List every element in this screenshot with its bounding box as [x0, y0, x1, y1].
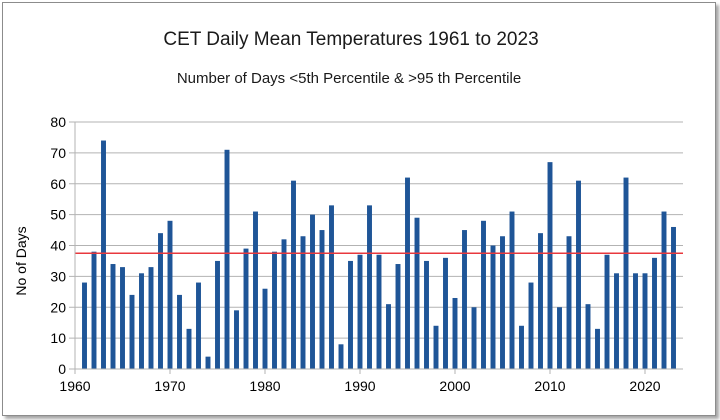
- bar-1976: [224, 149, 230, 369]
- y-tick-label-40: 40: [50, 238, 66, 254]
- bar-2023: [671, 226, 676, 369]
- bar-1968: [148, 267, 154, 369]
- bar-2017: [614, 273, 619, 369]
- bar-1989: [348, 260, 353, 369]
- x-tick-label-2000: 2000: [439, 378, 470, 394]
- bar-1985: [310, 214, 315, 369]
- chart: CET Daily Mean Temperatures 1961 to 2023…: [13, 29, 683, 394]
- bar-1974: [205, 356, 211, 369]
- y-tick-label-50: 50: [50, 207, 66, 223]
- axes: [74, 122, 683, 370]
- y-tick-label-70: 70: [50, 145, 66, 161]
- bar-2010: [547, 162, 553, 369]
- bar-1963: [101, 140, 106, 369]
- bar-1992: [376, 254, 382, 369]
- bar-2003: [481, 220, 486, 369]
- bar-1999: [443, 257, 448, 369]
- bar-1987: [329, 205, 334, 369]
- bar-1965: [120, 267, 125, 369]
- x-tick-label-1990: 1990: [344, 378, 375, 394]
- bar-2014: [585, 304, 591, 369]
- bar-2004: [490, 245, 496, 369]
- y-tick-label-60: 60: [50, 176, 66, 192]
- bar-2018: [623, 177, 629, 369]
- bar-2012: [566, 236, 572, 369]
- bar-1994: [395, 264, 401, 369]
- bar-1991: [367, 205, 372, 369]
- y-tick-label-80: 80: [50, 114, 66, 130]
- bar-1983: [291, 180, 296, 369]
- y-tick-label-20: 20: [50, 299, 66, 315]
- bar-2011: [557, 307, 562, 369]
- bar-1975: [215, 260, 220, 369]
- bar-1980: [262, 288, 268, 369]
- bar-2022: [661, 211, 667, 369]
- chart-frame: CET Daily Mean Temperatures 1961 to 2023…: [2, 2, 716, 416]
- x-tick-label-2020: 2020: [629, 378, 660, 394]
- bar-1966: [129, 294, 135, 369]
- bar-2021: [652, 257, 657, 369]
- bar-1982: [281, 239, 287, 369]
- bar-1970: [167, 220, 173, 369]
- bar-2016: [604, 254, 610, 369]
- bar-2009: [538, 233, 543, 369]
- x-tick-label-1980: 1980: [249, 378, 280, 394]
- y-tick-label-30: 30: [50, 268, 66, 284]
- bar-1972: [186, 328, 192, 369]
- bar-1973: [196, 282, 201, 369]
- bar-1979: [253, 211, 258, 369]
- bar-1988: [338, 344, 344, 369]
- bar-1964: [110, 264, 116, 369]
- bar-1961: [82, 282, 87, 369]
- bar-2015: [595, 328, 600, 369]
- bar-1978: [243, 248, 249, 369]
- chart-subtitle: Number of Days <5th Percentile & >95 th …: [177, 70, 521, 87]
- x-tick-label-1970: 1970: [154, 378, 185, 394]
- bar-2002: [471, 307, 477, 369]
- bar-1981: [272, 251, 277, 369]
- bar-1962: [91, 251, 97, 369]
- bar-2005: [500, 236, 505, 369]
- bar-1997: [424, 260, 429, 369]
- y-tick-labels: 0 10 20 30 40 50 60 70 80: [50, 114, 66, 377]
- x-tick-label-1960: 1960: [59, 378, 90, 394]
- bar-1977: [234, 310, 239, 369]
- bar-2007: [519, 325, 524, 369]
- bar-2008: [528, 282, 534, 369]
- x-tick-labels: 1960 1970 1980 1990 2000 2010 2020: [59, 378, 660, 394]
- bar-1990: [357, 254, 363, 369]
- bar-2001: [462, 230, 467, 369]
- bar-1986: [319, 230, 325, 369]
- bar-1971: [177, 294, 182, 369]
- bar-1993: [386, 304, 391, 369]
- bar-1984: [300, 236, 306, 369]
- bar-2019: [633, 273, 638, 369]
- bar-1998: [433, 325, 439, 369]
- chart-title: CET Daily Mean Temperatures 1961 to 2023: [163, 29, 538, 50]
- bar-1996: [414, 217, 420, 369]
- bars: [75, 140, 683, 369]
- bar-2020: [642, 273, 648, 369]
- bar-2000: [452, 297, 458, 369]
- x-tick-label-2010: 2010: [534, 378, 565, 394]
- bar-1969: [158, 233, 163, 369]
- y-axis-label: No of Days: [13, 226, 29, 295]
- y-tick-label-10: 10: [50, 330, 66, 346]
- bar-1967: [139, 273, 144, 369]
- y-tick-label-0: 0: [58, 361, 66, 377]
- bar-2006: [509, 211, 515, 369]
- bar-1995: [405, 177, 410, 369]
- bar-2013: [576, 180, 581, 369]
